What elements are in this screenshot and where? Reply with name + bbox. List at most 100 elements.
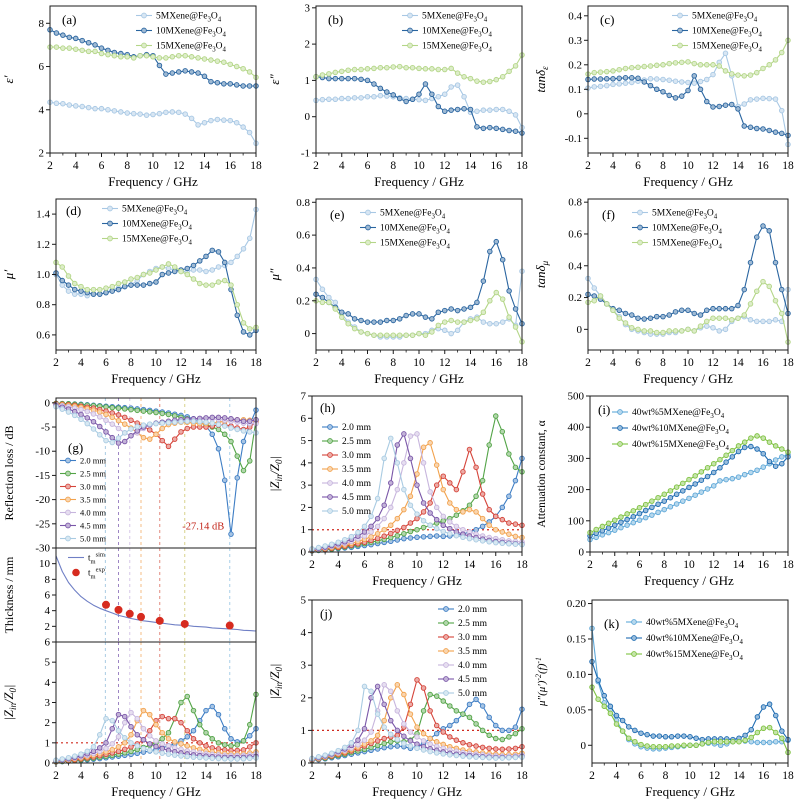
series-5MXene@Fe3O4 <box>47 99 259 147</box>
svg-text:500: 500 <box>568 391 585 403</box>
svg-text:-10: -10 <box>35 446 50 458</box>
series-5MXene@Fe3O4 <box>313 268 525 340</box>
series-tmexp <box>102 600 234 630</box>
panel-label-e: (e) <box>330 207 344 222</box>
panel-f-chart: 2 4 6 8 10 12 14 16 18 Frequency / GHz 0 0.2 0.4 0.6 0… <box>533 197 794 386</box>
svg-text:300: 300 <box>568 453 585 465</box>
series-5MXene@Fe3O4 <box>585 50 791 148</box>
svg-text:6: 6 <box>635 160 641 172</box>
svg-text:2: 2 <box>313 357 319 369</box>
svg-text:1.4: 1.4 <box>36 209 50 221</box>
series-5.0-mm <box>53 403 259 446</box>
legend-item-2.5-mm: 2.5 mm <box>458 619 488 629</box>
x-axis-label: Frequency / GHz <box>108 174 198 189</box>
legend: 5MXene@Fe3O4 10MXene@Fe3O4 15MXene@Fe3O4 <box>632 209 723 251</box>
svg-text:10: 10 <box>147 160 159 172</box>
svg-text:0.4: 0.4 <box>296 262 310 274</box>
y-axis-label: |Zin/Z0| <box>2 685 18 721</box>
svg-text:2: 2 <box>39 148 45 160</box>
legend-item-10MXene@Fe3O4: 10MXene@Fe3O4 <box>380 224 451 236</box>
legend-item-2.0-mm: 2.0 mm <box>342 423 372 433</box>
svg-text:14: 14 <box>465 160 477 172</box>
svg-text:6: 6 <box>362 770 368 782</box>
svg-text:14: 14 <box>733 559 745 571</box>
panel-label-d: (d) <box>66 203 81 218</box>
plot-frame <box>315 198 523 351</box>
svg-text:5: 5 <box>45 657 51 669</box>
series-40wt%10MXene@Fe3O4 <box>587 443 791 539</box>
legend-item-5MXene@Fe3O4: 5MXene@Fe3O4 <box>422 12 488 24</box>
svg-text:16: 16 <box>490 770 502 782</box>
axes: 2 4 6 8 10 Thickness / mm <box>2 556 56 633</box>
legend-item-40wt%5MXene@Fe3O4: 40wt%5MXene@Fe3O4 <box>646 618 739 630</box>
svg-text:6: 6 <box>638 770 644 782</box>
svg-text:18: 18 <box>516 559 528 571</box>
svg-text:14: 14 <box>733 770 745 782</box>
svg-text:0: 0 <box>301 758 307 770</box>
svg-text:12: 12 <box>708 559 720 571</box>
svg-text:16: 16 <box>491 160 503 172</box>
series-10MXene@Fe3O4 <box>313 238 525 327</box>
svg-text:4: 4 <box>335 770 341 782</box>
svg-text:2: 2 <box>313 160 319 172</box>
x-axis-label: Frequency / GHz <box>643 371 733 386</box>
legend-item-10MXene@Fe3O4: 10MXene@Fe3O4 <box>156 27 227 39</box>
svg-text:0.6: 0.6 <box>296 230 310 242</box>
svg-text:8: 8 <box>388 559 394 571</box>
svg-text:4: 4 <box>339 357 345 369</box>
svg-text:14: 14 <box>200 770 212 782</box>
series-5.0-mm <box>53 715 259 763</box>
svg-text:2: 2 <box>301 692 307 704</box>
svg-text:2: 2 <box>305 39 311 51</box>
legend: 2.0 mm 2.5 mm 3.0 mm 3.5 mm 4.0 mm 4.5 mm 5.0 … <box>60 456 106 544</box>
axes: 2 4 6 8 10 12 14 16 18 Frequency / GHz 2 4 6 8 ε′ <box>1 18 262 189</box>
svg-text:100: 100 <box>568 515 585 527</box>
x-axis-label: Frequency / GHz <box>644 573 734 588</box>
legend-item-5MXene@Fe3O4: 5MXene@Fe3O4 <box>692 12 758 24</box>
svg-text:-25: -25 <box>35 518 50 530</box>
svg-text:0: 0 <box>305 111 311 123</box>
svg-text:0: 0 <box>577 108 583 120</box>
svg-text:6: 6 <box>39 61 45 73</box>
series-10MXene@Fe3O4 <box>53 247 259 338</box>
svg-text:6: 6 <box>45 637 51 649</box>
svg-text:14: 14 <box>200 357 212 369</box>
legend-item-10MXene@Fe3O4: 10MXene@Fe3O4 <box>692 27 763 39</box>
legend-item-4.0-mm: 4.0 mm <box>80 508 106 518</box>
panel-g1-chart: 0 -5 -10 -15 -20 -25 -30 Reflection loss / dB (g… <box>2 397 259 555</box>
axes: 2 4 6 8 10 12 14 16 18 Frequency / GHz 0.6 0.8 1.0 1.… <box>1 209 262 386</box>
svg-text:8: 8 <box>660 357 666 369</box>
series-15MXene@Fe3O4 <box>313 289 525 345</box>
y-axis-label: tanδμ <box>533 261 551 289</box>
series-40wt%15MXene@Fe3O4 <box>589 684 791 756</box>
svg-text:2: 2 <box>53 357 59 369</box>
svg-text:0.15: 0.15 <box>567 633 587 645</box>
legend-item-40wt%5MXene@Fe3O4: 40wt%5MXene@Fe3O4 <box>632 408 725 420</box>
legend-item-3.0-mm: 3.0 mm <box>458 633 488 643</box>
svg-text:8: 8 <box>663 770 669 782</box>
legend-item-tmexp: tmexp <box>88 567 105 581</box>
svg-text:6: 6 <box>301 413 307 425</box>
axes: 2 4 6 8 10 12 14 16 18 Frequency / GHz 0 0.2 0.4 0.6 0… <box>267 197 528 386</box>
svg-text:8: 8 <box>39 18 45 30</box>
axes: 0 -5 -10 -15 -20 -25 -30 Reflection loss / dB <box>2 397 56 555</box>
panel-label-a: (a) <box>62 12 76 27</box>
x-axis-label: Frequency / GHz <box>372 784 462 799</box>
svg-text:16: 16 <box>758 770 770 782</box>
legend-item-40wt%15MXene@Fe3O4: 40wt%15MXene@Fe3O4 <box>632 440 729 452</box>
legend-item-4.5-mm: 4.5 mm <box>342 493 372 503</box>
svg-text:10: 10 <box>411 559 423 571</box>
svg-text:-0.1: -0.1 <box>565 133 582 145</box>
panel-a-chart: 2 4 6 8 10 12 14 16 18 Frequency / GHz 2 4 6 8 ε′ (a) 5M… <box>1 5 262 189</box>
svg-text:8: 8 <box>390 357 396 369</box>
legend-item-3.0-mm: 3.0 mm <box>80 482 106 492</box>
svg-text:16: 16 <box>225 770 237 782</box>
svg-text:16: 16 <box>757 160 769 172</box>
svg-text:8: 8 <box>661 559 667 571</box>
svg-text:2: 2 <box>309 770 315 782</box>
svg-text:200: 200 <box>568 484 585 496</box>
